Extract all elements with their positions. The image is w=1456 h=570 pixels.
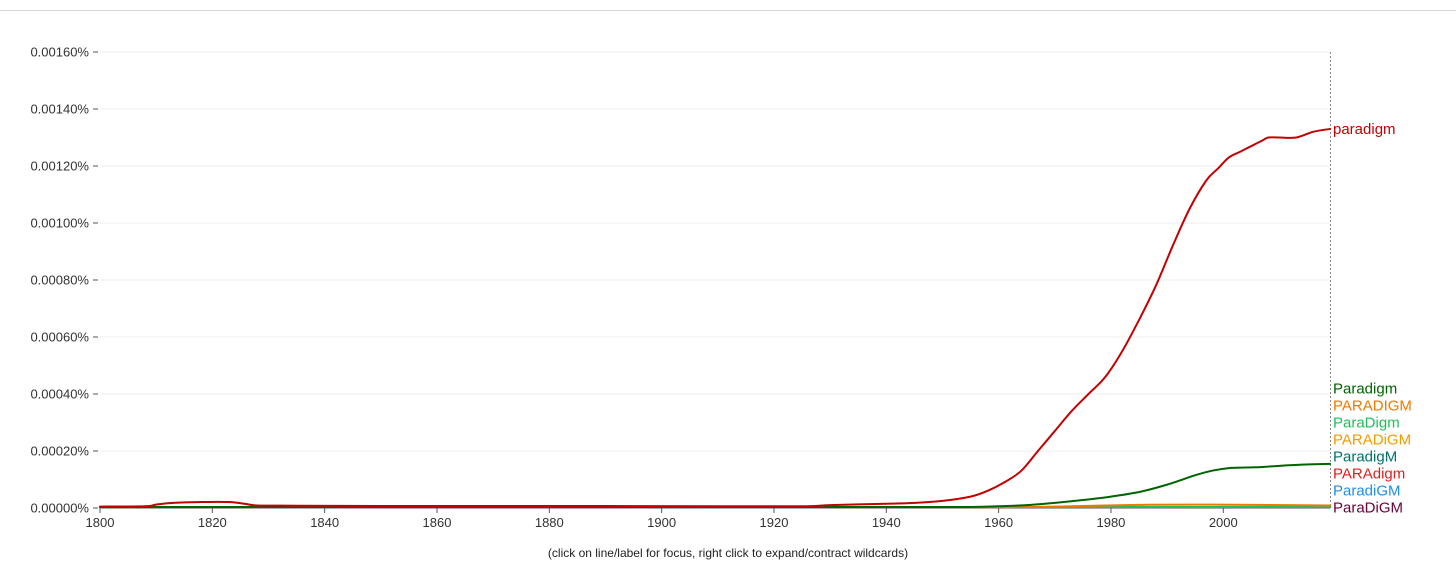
y-tick-label: 0.00000% (30, 501, 89, 516)
series-label-PARADIGM[interactable]: PARADIGM (1333, 398, 1412, 415)
x-tick-label: 2000 (1209, 515, 1238, 530)
gridlines (100, 51, 1330, 452)
x-tick-label: 1960 (984, 515, 1013, 530)
y-tick-label: 0.00100% (30, 216, 89, 231)
x-tick-label: 1800 (86, 515, 115, 530)
y-tick-label: 0.00080% (30, 273, 89, 288)
axes: 0.00000% 0.00020% 0.00040% 0.00060% 0.00080%… (30, 45, 1331, 530)
x-tick-label: 1980 (1096, 515, 1125, 530)
x-tick-label: 1920 (760, 515, 789, 530)
x-tick-label: 1940 (872, 515, 901, 530)
y-tick-label: 0.00040% (30, 387, 89, 402)
x-tick-label: 1860 (423, 515, 452, 530)
series-label-PARAdigm[interactable]: PARAdigm (1333, 466, 1405, 483)
top-divider (0, 10, 1456, 11)
series-label-PARADiGM[interactable]: PARADiGM (1333, 432, 1411, 449)
series-label-Paradigm[interactable]: Paradigm (1333, 381, 1397, 398)
series-label-ParadiGM[interactable]: ParadiGM (1333, 483, 1401, 500)
y-tick-label: 0.00140% (30, 102, 89, 117)
y-tick-label: 0.00120% (30, 159, 89, 174)
chart-hint: (click on line/label for focus, right cl… (547, 546, 909, 560)
y-tick-label: 0.00160% (30, 45, 89, 60)
y-tick-label: 0.00020% (30, 444, 89, 459)
series-line-Paradigm[interactable] (99, 462, 1331, 509)
ngram-line-chart: 0.00000% 0.00020% 0.00040% 0.00060% 0.00080%… (30, 45, 1412, 531)
series-label-paradigm[interactable]: paradigm (1333, 121, 1396, 138)
series-label-ParaDiGM[interactable]: ParaDiGM (1333, 500, 1403, 517)
series-lines[interactable] (99, 127, 1331, 509)
series-label-ParaDigm[interactable]: ParaDigm (1333, 415, 1400, 432)
x-tick-label: 1900 (647, 515, 676, 530)
y-tick-label: 0.00060% (30, 330, 89, 345)
x-tick-label: 1880 (535, 515, 564, 530)
series-label-ParadigM[interactable]: ParadigM (1333, 449, 1397, 466)
series-line-paradigm[interactable] (99, 127, 1331, 508)
x-tick-label: 1840 (310, 515, 339, 530)
x-tick-label: 1820 (198, 515, 227, 530)
